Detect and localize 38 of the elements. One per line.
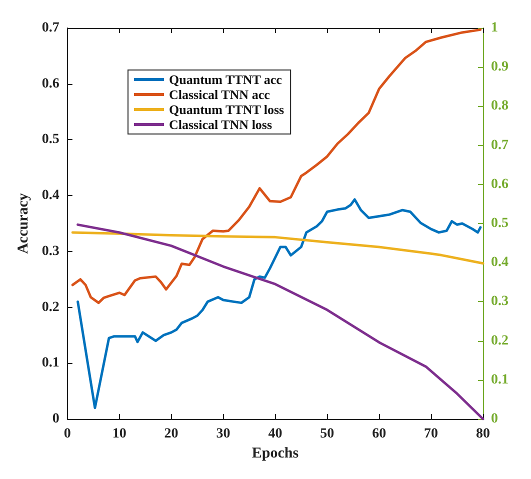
y-tick-label: 0.6 [42, 76, 60, 92]
y2-tick-label: 0.4 [491, 255, 508, 270]
x-tick-label: 20 [164, 426, 178, 442]
y-tick-label: 0 [52, 412, 60, 426]
legend-label: Classical TNN acc [169, 87, 270, 102]
line-series [71, 231, 484, 265]
y-tick-label: 0.3 [42, 244, 60, 259]
y2-tick-label: 0.8 [491, 98, 508, 114]
x-tick-label: 40 [268, 426, 282, 442]
x-axis-title: Epochs [252, 445, 299, 462]
y-tick-label: 0.2 [42, 300, 60, 315]
legend-label: Quantum TTNT acc [169, 72, 282, 87]
x-tick-label: 60 [372, 426, 386, 442]
line-series [71, 28, 482, 304]
line-series [76, 223, 484, 420]
x-tick-label: 10 [112, 426, 126, 442]
x-tick-label: 0 [64, 426, 71, 442]
x-tick-label: 30 [216, 426, 230, 442]
y-tick-label: 0.7 [42, 20, 60, 36]
y-tick-label: 0.1 [42, 356, 60, 371]
y-axis-title: Accuracy [16, 192, 32, 254]
y2-tick-label: 0 [491, 412, 498, 426]
y2-tick-label: 0.2 [491, 333, 508, 348]
line-series [76, 198, 482, 410]
y2-tick-label: 1 [491, 20, 498, 36]
y-tick-label: 0.4 [42, 188, 60, 204]
y2-tick-label: 0.9 [491, 60, 508, 75]
y-tick-label: 0.5 [42, 132, 60, 148]
x-tick-label: 50 [320, 426, 334, 442]
legend-label: Quantum TTNT loss [169, 102, 284, 117]
y2-tick-label: 0.7 [491, 138, 508, 153]
legend-label: Classical TNN loss [169, 117, 272, 132]
x-tick-label: 70 [424, 426, 438, 442]
y2-tick-label: 0.5 [491, 216, 508, 231]
x-tick-label: 80 [476, 426, 490, 442]
y2-tick-label: 0.6 [491, 176, 508, 192]
y2-tick-label: 0.1 [491, 372, 508, 388]
y2-tick-label: 0.3 [491, 294, 508, 310]
